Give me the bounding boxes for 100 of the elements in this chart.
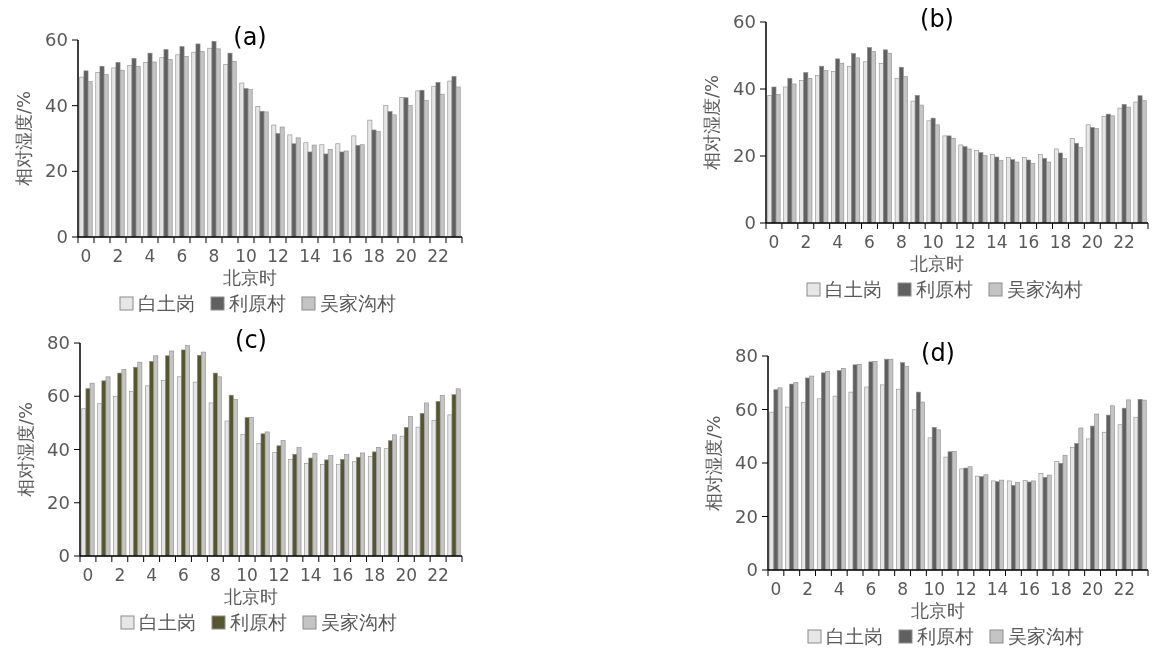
bar — [1094, 128, 1099, 224]
x-tick-label: 12 — [267, 246, 289, 266]
x-tick-label: 16 — [331, 565, 354, 585]
bar — [343, 150, 349, 238]
bar — [392, 434, 397, 557]
x-tick-label: 8 — [895, 232, 907, 252]
bar — [169, 350, 175, 557]
bar — [825, 370, 830, 571]
bar — [1031, 480, 1036, 571]
legend-item: 吴家沟村 — [302, 611, 397, 633]
bar — [248, 417, 254, 557]
bar — [1078, 146, 1083, 224]
bar — [951, 451, 957, 571]
y-tick-label: 20 — [735, 505, 758, 527]
bar — [360, 452, 366, 557]
bar — [967, 466, 973, 571]
legend-item: 利原村 — [897, 278, 973, 300]
legend-item: 利原村 — [210, 292, 286, 314]
bar — [280, 440, 286, 557]
x-tick-label: 2 — [114, 565, 126, 585]
bar — [185, 345, 190, 557]
bar — [376, 447, 381, 557]
x-tick-label: 10 — [235, 246, 257, 266]
bar — [872, 361, 878, 571]
y-tick-label: 40 — [735, 452, 758, 473]
legend-label: 白土岗 — [139, 611, 196, 633]
x-tick-label: 6 — [178, 565, 189, 585]
chart-title: (d) — [921, 339, 955, 367]
y-tick-label: 20 — [45, 160, 68, 182]
bar — [1094, 413, 1100, 571]
bar — [328, 455, 334, 557]
legend-item: 吴家沟村 — [301, 292, 396, 314]
bar — [264, 431, 270, 557]
bar — [1046, 161, 1052, 224]
y-axis-title: 相对湿度/% — [703, 415, 724, 511]
x-axis-title: 北京时 — [224, 586, 278, 607]
x-tick-label: 4 — [146, 565, 158, 585]
x-tick-label: 0 — [80, 246, 92, 266]
bar — [1085, 124, 1091, 224]
bar — [983, 474, 989, 571]
x-tick-label: 20 — [1081, 579, 1104, 599]
x-tick-label: 2 — [112, 246, 124, 266]
x-tick-label: 6 — [176, 246, 188, 266]
x-tick-label: 20 — [1081, 232, 1104, 252]
bar — [455, 388, 461, 557]
y-tick-label: 0 — [58, 545, 70, 566]
bar — [887, 52, 892, 224]
x-tick-label: 18 — [1049, 232, 1072, 252]
bar — [244, 417, 250, 557]
bar — [439, 395, 445, 557]
bar — [375, 131, 381, 238]
x-tick-label: 8 — [897, 579, 908, 599]
x-tick-label: 2 — [800, 232, 812, 252]
x-tick-label: 18 — [1050, 579, 1072, 599]
bar — [1078, 427, 1084, 571]
x-axis-title: 北京时 — [910, 253, 964, 274]
x-tick-label: 0 — [770, 579, 782, 599]
x-tick-label: 6 — [864, 232, 875, 252]
bar — [856, 363, 862, 571]
bar — [1015, 481, 1020, 571]
legend-label: 利原村 — [230, 611, 287, 633]
legend-item: 吴家沟村 — [989, 625, 1084, 647]
legend-item: 利原村 — [898, 625, 974, 647]
bar — [904, 366, 910, 571]
y-tick-label: 40 — [733, 78, 756, 99]
y-tick-label: 60 — [733, 11, 756, 32]
bar — [839, 62, 845, 224]
chart-title: (b) — [920, 5, 954, 33]
bar — [228, 394, 234, 557]
bar — [312, 452, 318, 557]
bar — [950, 137, 956, 224]
bar — [359, 144, 365, 238]
bar — [1062, 454, 1068, 571]
x-tick-label: 8 — [208, 246, 220, 266]
bar — [1046, 474, 1052, 571]
y-tick-label: 0 — [744, 212, 756, 233]
x-tick-label: 14 — [985, 232, 1008, 252]
y-tick-label: 80 — [47, 332, 70, 353]
bar — [201, 351, 206, 557]
x-tick-label: 20 — [395, 246, 417, 266]
x-tick-label: 18 — [363, 565, 386, 585]
bar — [137, 361, 143, 557]
bar — [871, 51, 876, 224]
bar — [311, 144, 317, 238]
x-tick-label: 2 — [802, 579, 813, 599]
legend-item: 白土岗 — [119, 292, 195, 314]
bar — [344, 454, 350, 557]
bar — [888, 358, 894, 571]
bar — [89, 382, 95, 557]
bar — [855, 57, 861, 224]
x-tick-label: 10 — [236, 565, 258, 585]
legend-label: 白土岗 — [826, 625, 883, 647]
x-axis-title: 北京时 — [911, 600, 965, 621]
x-tick-label: 22 — [1113, 579, 1136, 599]
x-tick-label: 4 — [144, 246, 156, 266]
bar — [1126, 399, 1131, 571]
y-tick-label: 60 — [45, 29, 68, 50]
y-tick-label: 40 — [47, 438, 70, 460]
x-tick-label: 12 — [954, 232, 976, 252]
bar — [232, 399, 238, 557]
